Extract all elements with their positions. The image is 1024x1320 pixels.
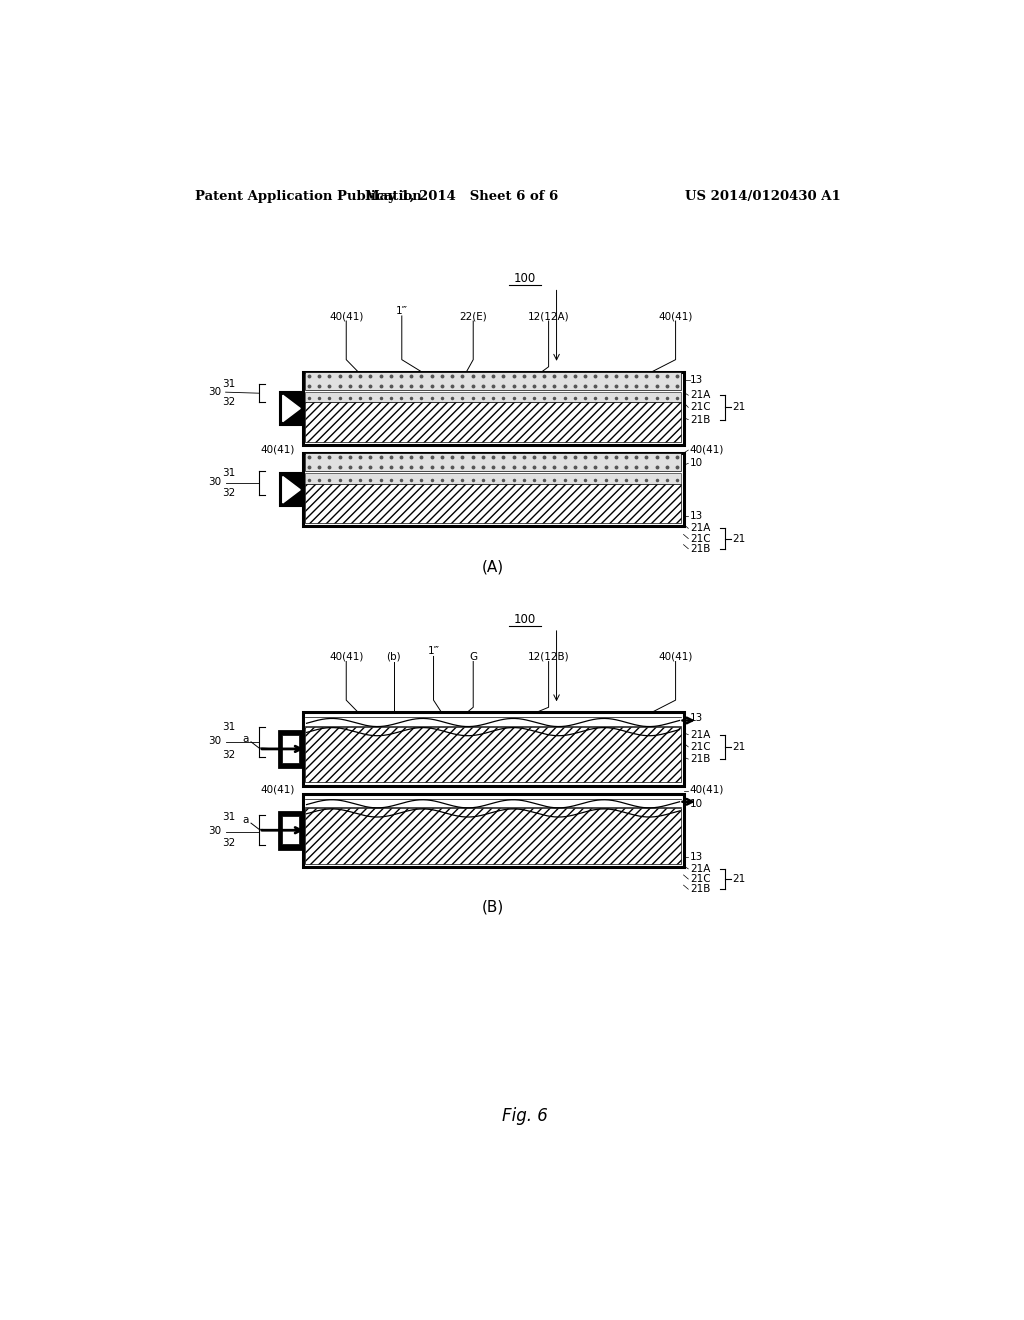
Polygon shape <box>283 477 300 503</box>
Text: 21: 21 <box>733 742 745 752</box>
Text: 13: 13 <box>690 851 703 862</box>
Bar <box>305 372 681 391</box>
Bar <box>305 726 681 783</box>
Text: 30: 30 <box>208 826 221 837</box>
Bar <box>303 453 684 527</box>
Text: 100: 100 <box>514 612 536 626</box>
Bar <box>281 392 303 425</box>
Text: 30: 30 <box>208 387 221 397</box>
Text: G: G <box>469 652 477 661</box>
Text: a: a <box>243 814 249 825</box>
Text: 22(E): 22(E) <box>460 312 487 321</box>
Polygon shape <box>283 395 300 421</box>
Text: 31: 31 <box>222 812 236 822</box>
Text: 1‴: 1‴ <box>396 306 408 315</box>
Text: May 1, 2014   Sheet 6 of 6: May 1, 2014 Sheet 6 of 6 <box>365 190 558 202</box>
Text: 21C: 21C <box>690 874 711 884</box>
Text: 21C: 21C <box>690 742 711 752</box>
Bar <box>305 392 681 403</box>
Text: 30: 30 <box>208 477 221 487</box>
Text: 21B: 21B <box>690 884 711 894</box>
Text: 40(41): 40(41) <box>260 444 295 454</box>
Text: 21A: 21A <box>690 730 711 739</box>
Bar <box>303 713 684 785</box>
Text: (A): (A) <box>482 560 504 574</box>
Bar <box>279 812 303 849</box>
Text: 32: 32 <box>222 488 236 498</box>
Text: Fig. 6: Fig. 6 <box>502 1107 548 1125</box>
Text: 21: 21 <box>733 403 745 412</box>
Text: 40(41): 40(41) <box>658 652 693 661</box>
Bar <box>305 403 681 442</box>
Bar <box>279 731 303 767</box>
Bar <box>282 816 299 845</box>
Text: 32: 32 <box>222 838 236 849</box>
Bar <box>305 483 681 523</box>
Text: (b): (b) <box>386 652 401 661</box>
Text: (B): (B) <box>482 900 504 915</box>
Bar <box>303 372 684 445</box>
Text: 21B: 21B <box>690 414 711 425</box>
Text: 12(12B): 12(12B) <box>527 652 569 661</box>
Text: 40(41): 40(41) <box>690 444 724 454</box>
Bar <box>305 474 681 483</box>
Text: 13: 13 <box>690 375 703 385</box>
Text: 40(41): 40(41) <box>658 312 693 321</box>
Text: 21A: 21A <box>690 391 711 400</box>
Text: 1‴: 1‴ <box>428 647 439 656</box>
Text: 21: 21 <box>733 533 745 544</box>
Text: 40(41): 40(41) <box>260 784 295 795</box>
Bar <box>305 808 681 863</box>
Text: 31: 31 <box>222 722 236 731</box>
Text: a: a <box>243 734 249 743</box>
Text: 13: 13 <box>690 713 703 723</box>
Text: US 2014/0120430 A1: US 2014/0120430 A1 <box>685 190 841 202</box>
Text: 21C: 21C <box>690 403 711 412</box>
Text: 10: 10 <box>690 799 703 809</box>
Bar <box>305 453 681 471</box>
Text: 13: 13 <box>690 511 703 521</box>
Text: 21: 21 <box>733 874 745 884</box>
Text: 30: 30 <box>208 735 221 746</box>
Text: 12(12A): 12(12A) <box>527 312 569 321</box>
Text: 21C: 21C <box>690 533 711 544</box>
Bar <box>303 793 684 867</box>
Text: 31: 31 <box>222 379 236 389</box>
Bar <box>282 735 299 763</box>
Bar <box>281 474 303 506</box>
Text: 21A: 21A <box>690 863 711 874</box>
Text: 40(41): 40(41) <box>329 652 364 661</box>
Text: 32: 32 <box>222 397 236 408</box>
Text: 21B: 21B <box>690 544 711 553</box>
Text: 31: 31 <box>222 469 236 478</box>
Text: 100: 100 <box>514 272 536 285</box>
Text: Patent Application Publication: Patent Application Publication <box>196 190 422 202</box>
Text: 40(41): 40(41) <box>690 784 724 795</box>
Text: 21A: 21A <box>690 523 711 533</box>
Text: 10: 10 <box>690 458 703 469</box>
Text: 21B: 21B <box>690 754 711 764</box>
Text: 40(41): 40(41) <box>329 312 364 321</box>
Text: 32: 32 <box>222 750 236 760</box>
